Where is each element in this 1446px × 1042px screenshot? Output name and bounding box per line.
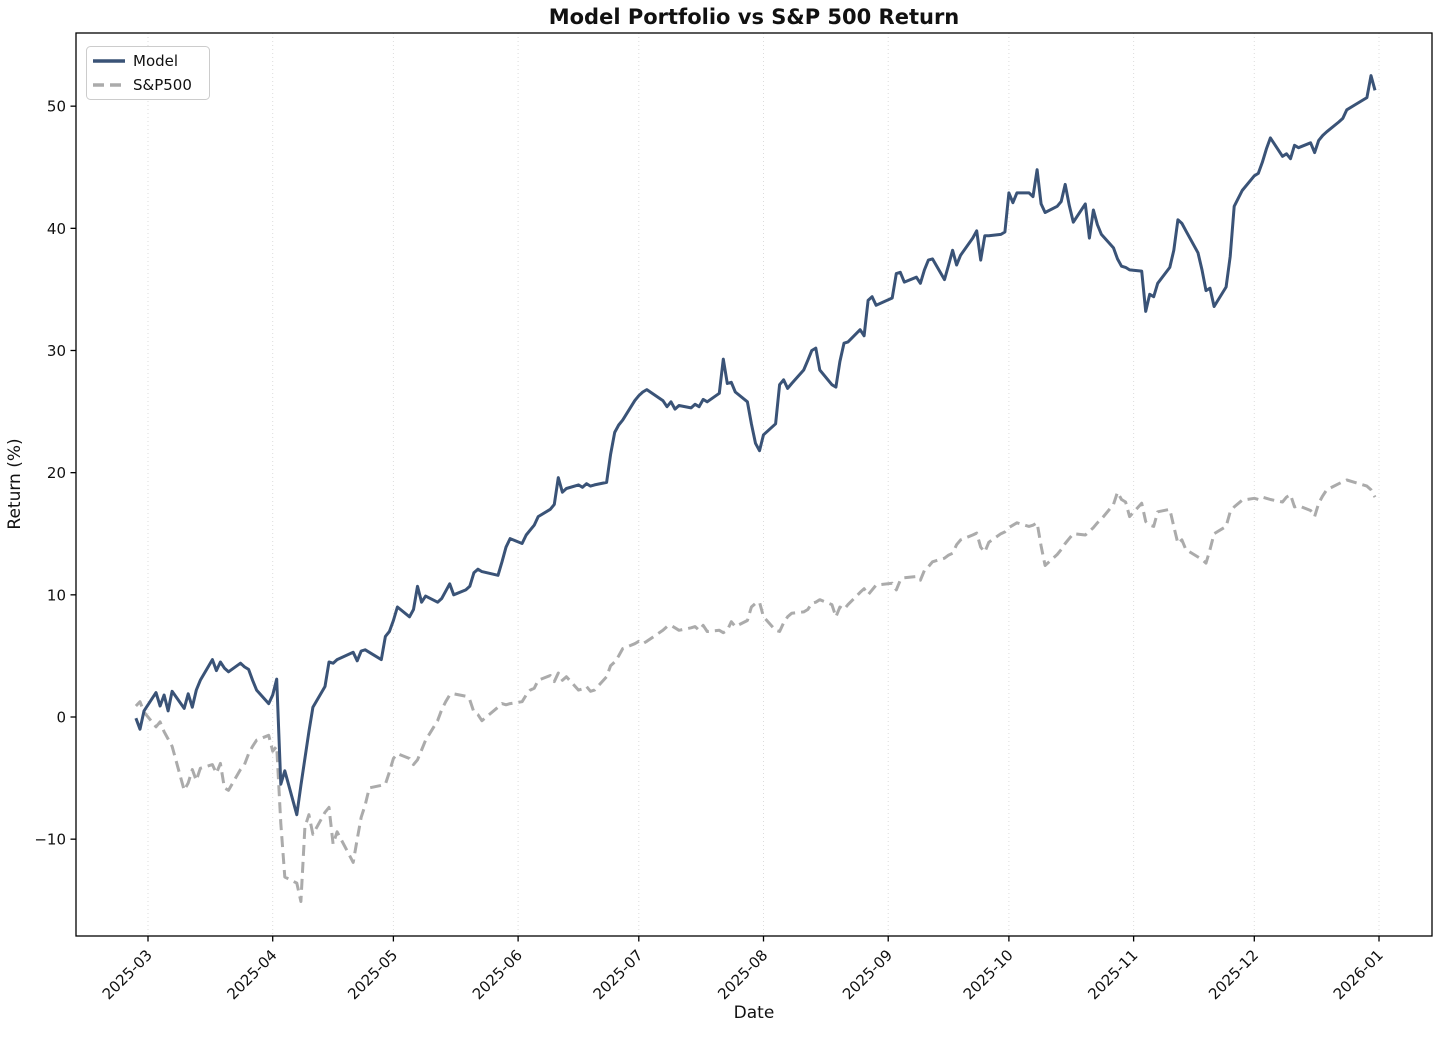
y-axis-label: Return (%)	[5, 438, 25, 529]
x-tick-label: 2025-05	[344, 946, 401, 1003]
y-tick-label: 20	[47, 464, 66, 482]
y-tick-label: 40	[47, 220, 66, 238]
legend-model-label: Model	[133, 52, 178, 70]
x-tick-label: 2025-08	[714, 946, 771, 1003]
x-tick-label: 2025-10	[960, 946, 1017, 1003]
y-axis-tick-labels: 50 40 30 20 10 0 −10	[34, 98, 66, 849]
x-axis-tick-labels: 2025-03 2025-04 2025-05 2025-06 2025-07 2025-…	[99, 946, 1387, 1003]
y-tick-label: 10	[47, 586, 66, 604]
x-tick-label: 2025-04	[223, 946, 280, 1003]
y-tick-label: 50	[47, 98, 66, 116]
series-lines	[134, 74, 1377, 903]
x-axis-label: Date	[734, 1003, 775, 1023]
y-axis-ticks	[70, 105, 76, 840]
sp500-line	[134, 478, 1377, 903]
x-tick-label: 2025-11	[1084, 946, 1141, 1003]
chart-title: Model Portfolio vs S&P 500 Return	[549, 5, 960, 29]
model-line	[134, 74, 1377, 817]
x-tick-label: 2026-01	[1330, 946, 1387, 1003]
x-tick-label: 2025-12	[1205, 946, 1262, 1003]
x-tick-label: 2025-03	[99, 946, 156, 1003]
legend: Model S&P500	[86, 46, 210, 100]
x-tick-label: 2025-06	[469, 946, 526, 1003]
y-tick-label: 0	[56, 709, 66, 727]
y-tick-label: −10	[34, 831, 66, 849]
plot-border	[75, 32, 1433, 937]
gridlines	[147, 33, 1380, 936]
x-tick-label: 2025-07	[590, 946, 647, 1003]
y-tick-label: 30	[47, 342, 66, 360]
x-axis-ticks	[147, 936, 1380, 942]
x-tick-label: 2025-09	[839, 946, 896, 1003]
legend-sp500-label: S&P500	[133, 76, 192, 94]
